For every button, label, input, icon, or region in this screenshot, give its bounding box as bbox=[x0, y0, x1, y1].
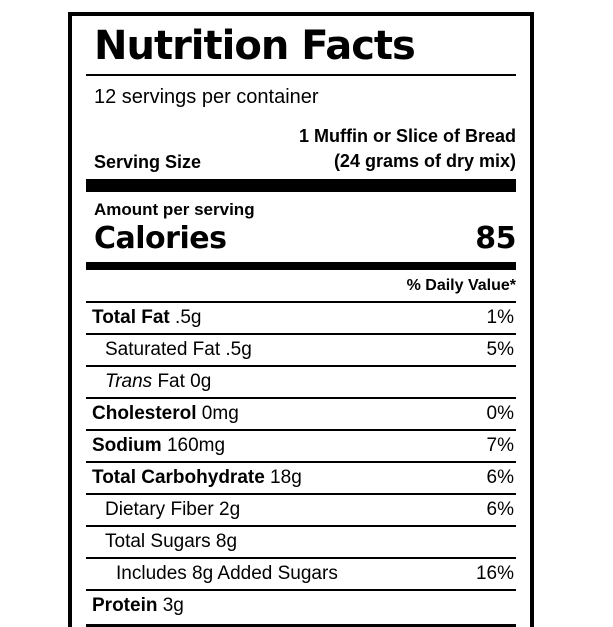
nutrient-rows: Total Fat .5g 1% Saturated Fat .5g 5% Tr… bbox=[86, 303, 516, 621]
nutrient-name: Protein 3g bbox=[92, 595, 184, 616]
nutrient-row: Total Carbohydrate 18g 6% bbox=[86, 463, 516, 495]
nutrient-name: Dietary Fiber 2g bbox=[105, 499, 241, 520]
nutrient-row: Saturated Fat .5g 5% bbox=[86, 335, 516, 367]
serving-size-value: 1 Muffin or Slice of Bread (24 grams of … bbox=[299, 124, 516, 174]
servings-per-container: 12 servings per container bbox=[94, 86, 319, 108]
serving-size-label: Serving Size bbox=[94, 152, 202, 172]
nutrient-daily-value: 6% bbox=[486, 467, 514, 488]
serving-size-line2: (24 grams of dry mix) bbox=[333, 151, 516, 171]
nutrient-daily-value: 7% bbox=[486, 435, 514, 456]
section-bar-bottom bbox=[86, 624, 516, 627]
title-divider bbox=[86, 74, 516, 76]
nutrient-name: Total Sugars 8g bbox=[105, 531, 238, 552]
calories-label: Calories bbox=[94, 221, 227, 256]
section-bar-medium bbox=[86, 262, 516, 270]
nutrient-daily-value: 1% bbox=[486, 307, 514, 328]
calories-value: 85 bbox=[475, 221, 516, 256]
nutrient-daily-value bbox=[514, 367, 516, 397]
nutrient-row: Sodium 160mg 7% bbox=[86, 431, 516, 463]
nutrient-daily-value: 0% bbox=[486, 403, 514, 424]
nutrient-name: Includes 8g Added Sugars bbox=[116, 563, 338, 584]
nutrient-name: Total Carbohydrate 18g bbox=[92, 467, 302, 488]
amount-per-serving-label: Amount per serving bbox=[94, 200, 255, 219]
nutrient-name: Sodium 160mg bbox=[92, 435, 226, 456]
nutrient-row: Total Fat .5g 1% bbox=[86, 303, 516, 335]
nutrient-daily-value: 6% bbox=[486, 499, 514, 520]
daily-value-header: % Daily Value* bbox=[86, 270, 516, 303]
serving-size-row: Serving Size 1 Muffin or Slice of Bread … bbox=[86, 124, 516, 174]
nutrient-row: Includes 8g Added Sugars 16% bbox=[86, 559, 516, 591]
nutrient-name: Trans Fat 0g bbox=[105, 371, 212, 392]
section-bar-thick bbox=[86, 179, 516, 192]
calories-row: Calories 85 bbox=[86, 220, 516, 258]
nutrient-row: Total Sugars 8g bbox=[86, 527, 516, 559]
nutrient-row: Dietary Fiber 2g 6% bbox=[86, 495, 516, 527]
nutrient-daily-value: 16% bbox=[475, 563, 514, 584]
nutrient-name: Total Fat .5g bbox=[92, 307, 202, 328]
nutrient-daily-value: 5% bbox=[486, 339, 514, 360]
nutrient-daily-value bbox=[514, 591, 516, 621]
nutrient-row: Cholesterol 0mg 0% bbox=[86, 399, 516, 431]
nutrition-facts-label: Nutrition Facts 12 servings per containe… bbox=[68, 12, 534, 627]
serving-size-line1: 1 Muffin or Slice of Bread bbox=[298, 126, 516, 146]
nutrient-row: Trans Fat 0g bbox=[86, 367, 516, 399]
nutrient-name: Cholesterol 0mg bbox=[92, 403, 239, 424]
nutrient-row: Protein 3g bbox=[86, 591, 516, 621]
nutrient-name: Saturated Fat .5g bbox=[105, 339, 252, 360]
label-title: Nutrition Facts bbox=[94, 23, 416, 69]
nutrient-daily-value bbox=[514, 527, 516, 557]
